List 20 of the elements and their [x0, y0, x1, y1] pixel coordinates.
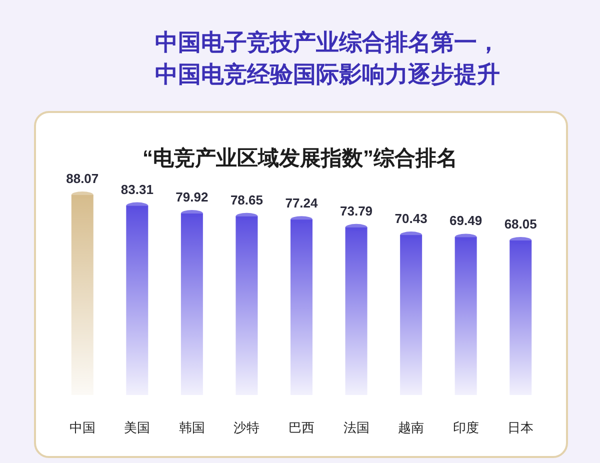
x-tick-label: 法国 [343, 420, 370, 435]
data-label: 88.07 [66, 171, 99, 186]
data-label: 73.79 [340, 203, 373, 218]
data-label: 78.65 [230, 192, 263, 208]
data-label: 83.31 [120, 182, 154, 197]
chart-subtitle: “电竞产业区域发展指数”综合排名 [142, 146, 458, 170]
chart-title: 中国电子竞技产业综合排名第一，中国电竞经验国际影响力逐步提升 [155, 28, 501, 89]
data-label: 79.92 [176, 190, 208, 205]
x-tick-label: 越南 [398, 420, 424, 435]
x-tick-label: 中国 [69, 420, 96, 435]
x-tick-label: 印度 [452, 420, 479, 435]
x-tick-label: 沙特 [234, 420, 260, 435]
x-tick-label: 日本 [508, 420, 534, 435]
x-tick-label: 美国 [124, 420, 150, 435]
x-tick-label: 巴西 [288, 420, 314, 435]
data-label: 70.43 [394, 211, 428, 226]
data-label: 68.05 [504, 216, 537, 232]
data-label: 77.24 [285, 196, 319, 211]
x-tick-label: 韩国 [178, 420, 205, 435]
data-label: 69.49 [450, 213, 482, 228]
